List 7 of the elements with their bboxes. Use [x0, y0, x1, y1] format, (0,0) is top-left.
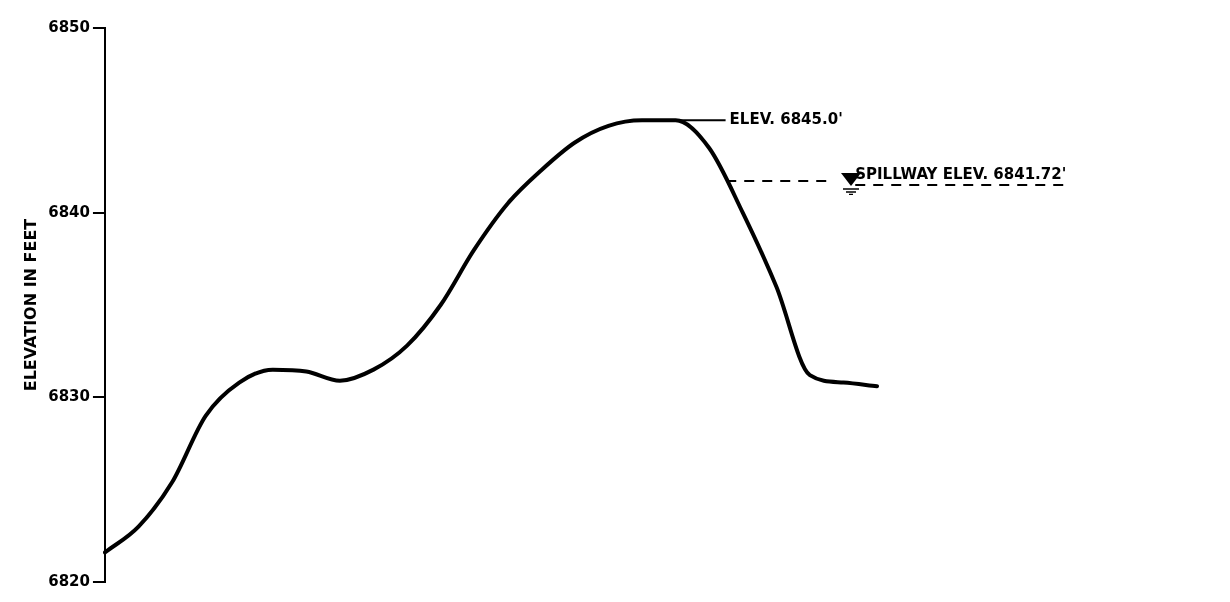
y-tick-label: 6850 — [48, 17, 90, 36]
y-axis-title: ELEVATION IN FEET — [20, 218, 40, 392]
y-tick-label: 6820 — [48, 571, 90, 590]
y-tick-label: 6840 — [48, 202, 90, 221]
y-tick-label: 6830 — [48, 387, 90, 406]
annotation: ELEV. 6845.0' — [729, 110, 843, 129]
ref-line-label: SPILLWAY ELEV. 6841.72' — [855, 164, 1067, 183]
